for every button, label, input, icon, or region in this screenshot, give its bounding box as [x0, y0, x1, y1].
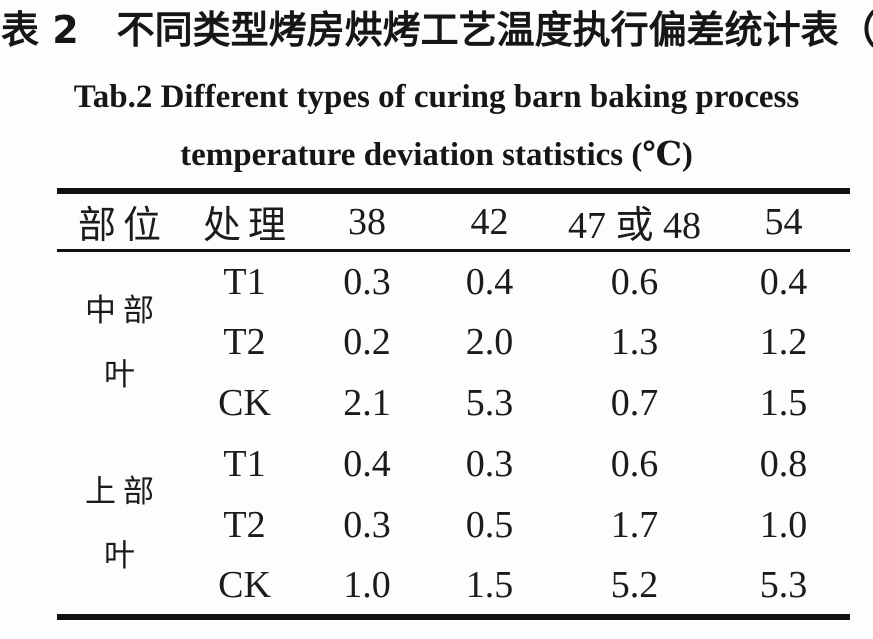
table-row: CK 1.0 1.5 5.2 5.3	[57, 556, 850, 617]
table-row: CK 2.1 5.3 0.7 1.5	[57, 373, 850, 434]
value-cell: 5.2	[610, 563, 659, 606]
value-cell: 5.3	[465, 382, 514, 424]
value-cell: 1.0	[759, 504, 808, 546]
treatment-cell: T2	[223, 504, 266, 546]
header-cell-temp-42: 42	[470, 200, 509, 243]
header-cell-temp-38: 38	[348, 200, 386, 243]
value-cell: 0.7	[610, 382, 659, 424]
value-cell: 5.3	[759, 563, 808, 606]
treatment-cell: T1	[223, 443, 266, 485]
table-row: 中部 叶 T1 0.3 0.4 0.6 0.4	[57, 251, 850, 392]
value-cell: 0.3	[343, 504, 391, 546]
header-cell-temp-47-48: 47 或 48	[567, 205, 701, 247]
value-cell: 0.4	[343, 443, 391, 485]
value-cell: 0.6	[610, 260, 659, 303]
value-cell: 2.1	[343, 382, 391, 424]
table-row: T2 0.3 0.5 1.7 1.0	[57, 495, 850, 556]
value-cell: 1.7	[610, 504, 659, 546]
header-cell-temp-54: 54	[764, 200, 803, 243]
table-caption-chinese: 表 2 不同类型烤房烘烤工艺温度执行偏差统计表（℃）	[1, 8, 873, 52]
table-caption-english-line1: Tab.2 Different types of curing barn bak…	[73, 79, 800, 115]
value-cell: 0.3	[465, 443, 514, 485]
value-cell: 0.4	[465, 260, 514, 303]
group-label-line: 叶	[104, 537, 142, 573]
table-row: T2 0.2 2.0 1.3 1.2	[57, 312, 850, 373]
value-cell: 1.0	[343, 563, 391, 606]
table-row: 上部 叶 T1 0.4 0.3 0.6 0.8	[57, 434, 850, 573]
group-label-line: 叶	[104, 356, 142, 392]
value-cell: 1.3	[610, 321, 659, 363]
value-cell: 2.0	[465, 321, 514, 363]
group-label-line: 中部	[85, 292, 161, 328]
treatment-cell: T2	[223, 321, 266, 363]
value-cell: 1.5	[759, 382, 808, 424]
group-cell-middle-leaf: 中部 叶	[57, 251, 182, 434]
treatment-cell: CK	[218, 563, 271, 606]
value-cell: 0.2	[343, 321, 391, 363]
value-cell: 0.4	[759, 260, 808, 303]
value-cell: 0.3	[343, 260, 391, 303]
table-caption-english-line2: temperature deviation statistics (℃)	[180, 137, 693, 173]
treatment-cell: CK	[218, 382, 271, 424]
value-cell: 1.5	[465, 563, 514, 606]
value-cell: 0.5	[465, 504, 514, 546]
table-caption-english: Tab.2 Different types of curing barn bak…	[0, 68, 873, 184]
treatment-cell: T1	[223, 260, 266, 303]
value-cell: 1.2	[759, 321, 808, 363]
header-cell-part: 部位	[77, 205, 168, 247]
group-cell-upper-leaf: 上部 叶	[57, 434, 182, 617]
value-cell: 0.6	[610, 443, 659, 485]
value-cell: 0.8	[759, 443, 808, 485]
group-label-line: 上部	[85, 473, 161, 509]
header-cell-treatment: 处理	[202, 205, 293, 247]
table-header-row: 部位 处理 38 42 47 或 48 54	[57, 191, 850, 251]
temperature-deviation-table: 部位 处理 38 42 47 或 48 54 中部 叶 T1 0.3 0.4 0…	[57, 188, 850, 620]
